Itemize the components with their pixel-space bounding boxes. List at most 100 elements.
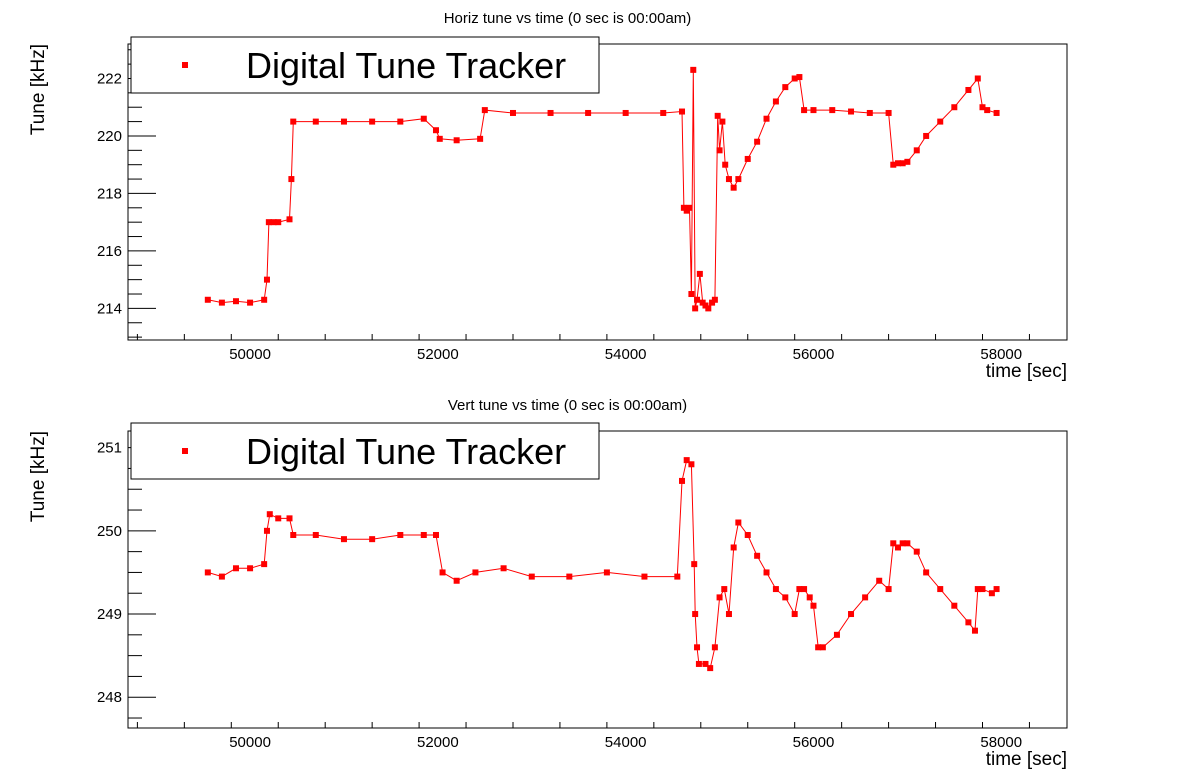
y-tick-label: 249: [97, 606, 122, 623]
data-point: [683, 457, 690, 464]
data-point: [420, 531, 427, 538]
data-point: [951, 104, 958, 111]
data-point: [735, 176, 742, 183]
x-tick-label: 52000: [417, 734, 459, 751]
data-point: [819, 644, 826, 651]
x-tick-label: 54000: [605, 346, 647, 363]
legend-marker: [182, 448, 188, 454]
data-point: [984, 107, 991, 114]
data-point: [261, 561, 268, 568]
data-point: [585, 109, 592, 116]
data-point: [312, 531, 319, 538]
data-point: [660, 109, 667, 116]
data-point: [810, 602, 817, 609]
data-point: [993, 586, 1000, 593]
data-point: [876, 577, 883, 584]
series-line: [207, 69, 997, 310]
data-point: [312, 118, 319, 125]
data-point: [815, 644, 822, 651]
data-point: [894, 160, 901, 167]
data-point: [218, 573, 225, 580]
data-point: [622, 109, 629, 116]
data-point: [692, 305, 699, 312]
data-point: [397, 531, 404, 538]
series-line: [207, 459, 997, 670]
data-point: [754, 552, 761, 559]
data-point: [453, 137, 460, 144]
data-point: [432, 531, 439, 538]
data-point: [432, 127, 439, 134]
data-point: [866, 109, 873, 116]
data-point: [692, 611, 699, 618]
data-point: [971, 627, 978, 634]
data-point: [772, 586, 779, 593]
data-point: [806, 594, 813, 601]
data-point: [791, 611, 798, 618]
data-point: [275, 515, 282, 522]
data-point: [904, 540, 911, 547]
data-point: [340, 118, 347, 125]
x-tick-label: 56000: [793, 734, 835, 751]
data-point: [340, 536, 347, 543]
data-point: [500, 565, 507, 572]
data-point: [721, 586, 728, 593]
data-point: [690, 66, 697, 73]
data-point: [899, 540, 906, 547]
data-point: [801, 586, 808, 593]
x-axis-label: time [sec]: [986, 361, 1067, 382]
data-point: [369, 118, 376, 125]
x-tick-label: 50000: [229, 734, 271, 751]
x-tick-label: 54000: [605, 734, 647, 751]
data-point: [691, 561, 698, 568]
legend-box: [130, 422, 600, 480]
data-point: [290, 531, 297, 538]
data-point: [763, 569, 770, 576]
x-axis-label: time [sec]: [986, 749, 1067, 770]
data-point: [754, 138, 761, 145]
data-point: [904, 158, 911, 165]
data-point: [270, 219, 277, 226]
data-point: [890, 161, 897, 168]
data-point: [796, 74, 803, 81]
data-point: [566, 573, 573, 580]
data-point: [937, 118, 944, 125]
data-point: [674, 573, 681, 580]
y-axis-label: Tune [kHz]: [28, 44, 49, 135]
data-point: [477, 135, 484, 142]
data-point: [722, 161, 729, 168]
y-axis-label: Tune [kHz]: [28, 431, 49, 522]
data-point: [232, 565, 239, 572]
data-point: [547, 109, 554, 116]
data-point: [716, 147, 723, 154]
data-point: [796, 586, 803, 593]
data-point: [885, 586, 892, 593]
data-point: [772, 98, 779, 105]
data-point: [829, 107, 836, 114]
data-point: [261, 296, 268, 303]
y-tick-label: 220: [97, 128, 122, 145]
data-point: [791, 75, 798, 82]
data-point: [725, 611, 732, 618]
data-point: [481, 107, 488, 114]
data-point: [801, 107, 808, 114]
legend-label: Digital Tune Tracker: [246, 45, 566, 86]
data-point: [782, 84, 789, 91]
data-point: [679, 477, 686, 484]
data-point: [204, 296, 211, 303]
x-tick-label: 58000: [980, 346, 1022, 363]
y-tick-label: 214: [97, 300, 122, 317]
legend: Digital Tune Tracker: [130, 36, 600, 94]
data-point: [509, 109, 516, 116]
data-point: [266, 511, 273, 518]
legend-label: Digital Tune Tracker: [246, 431, 566, 472]
plot-panel-1: Horiz tune vs time (0 sec is 00:00am) 500…: [28, 10, 1068, 382]
data-point: [988, 590, 995, 597]
data-point: [453, 577, 460, 584]
data-point: [275, 219, 282, 226]
data-point: [694, 296, 701, 303]
data-point: [937, 586, 944, 593]
x-tick-label: 56000: [793, 346, 835, 363]
data-point: [951, 602, 958, 609]
x-tick-label: 58000: [980, 734, 1022, 751]
